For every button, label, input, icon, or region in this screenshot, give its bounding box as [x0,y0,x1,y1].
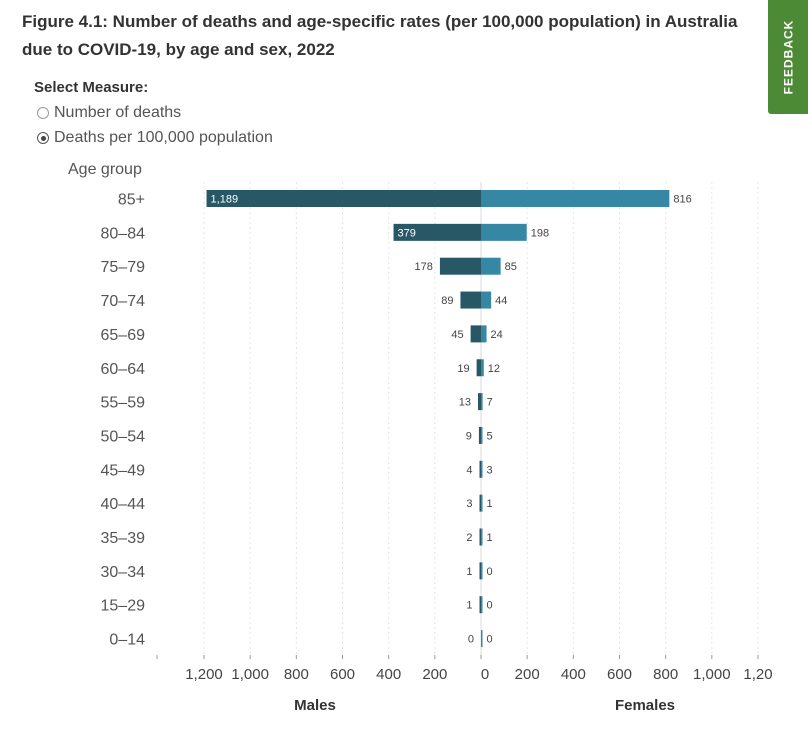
value-label-females-35-39: 1 [487,532,493,544]
bar-females-80-84[interactable] [481,223,527,241]
value-label-females-75-79: 85 [505,261,517,273]
age-label-70-74: 70–74 [101,293,146,310]
bar-females-0-14[interactable] [481,630,483,648]
value-label-males-65-69: 45 [451,329,463,341]
bar-males-70-74[interactable] [460,291,481,309]
x-axis-title-males: Males [294,697,336,714]
value-label-females-80-84: 198 [531,227,549,239]
age-label-50-54: 50–54 [101,428,146,445]
bar-males-40-44[interactable] [479,494,482,512]
x-axis-title-females: Females [615,697,675,714]
value-label-males-60-64: 19 [457,363,469,375]
age-label-60-64: 60–64 [101,361,146,378]
tick-label-right-600: 600 [607,666,632,683]
value-label-males-80-84: 379 [398,227,416,239]
bar-males-35-39[interactable] [479,528,482,546]
bar-males-50-54[interactable] [478,426,481,444]
value-label-males-40-44: 3 [466,498,472,510]
age-label-75-79: 75–79 [101,259,146,276]
tick-label-left-200: 200 [422,666,447,683]
bar-females-65-69[interactable] [481,325,487,343]
tick-label-left-1000: 1,000 [231,666,269,683]
age-label-35-39: 35–39 [101,530,146,547]
value-label-males-70-74: 89 [441,295,453,307]
age-group-axis-title: Age group [68,161,142,178]
value-label-males-50-54: 9 [466,430,472,442]
bar-females-55-59[interactable] [481,393,483,411]
tick-label-right-200: 200 [515,666,540,683]
bar-females-35-39[interactable] [481,528,483,546]
value-label-males-15-29: 1 [466,600,472,612]
bar-males-80-84[interactable] [393,223,481,241]
bar-females-60-64[interactable] [481,359,484,377]
radio-deaths-per-100000[interactable] [37,132,49,144]
tick-label-right-1000: 1,000 [693,666,731,683]
bar-females-30-34[interactable] [481,562,483,580]
value-label-females-60-64: 12 [488,363,500,375]
age-label-15-29: 15–29 [101,598,146,615]
bar-females-45-49[interactable] [481,460,483,478]
radio-number-of-deaths[interactable] [37,107,49,119]
bar-females-85plus[interactable] [481,190,670,207]
bar-males-45-49[interactable] [479,460,482,478]
select-measure-label: Select Measure: [34,79,149,96]
value-label-females-0-14: 0 [487,634,493,646]
age-label-80-84: 80–84 [101,225,146,242]
bar-females-70-74[interactable] [481,291,492,309]
value-label-males-55-59: 13 [459,397,471,409]
age-label-30-34: 30–34 [101,564,146,581]
value-label-females-50-54: 5 [487,430,493,442]
value-label-females-30-34: 0 [487,566,493,578]
age-label-85plus: 85+ [118,192,145,209]
value-label-females-40-44: 1 [487,498,493,510]
value-label-males-85plus: 1,189 [211,194,239,206]
age-label-45-49: 45–49 [101,462,146,479]
tick-label-left-800: 800 [284,666,309,683]
radio-label-deaths-per-100000: Deaths per 100,000 population [54,129,273,146]
tick-label-left-400: 400 [376,666,401,683]
bar-males-60-64[interactable] [476,359,481,377]
tick-label-left-1200: 1,200 [185,666,223,683]
value-label-females-65-69: 24 [491,329,503,341]
tick-label-right-400: 400 [561,666,586,683]
value-label-males-35-39: 2 [466,532,472,544]
value-label-males-0-14: 0 [468,634,474,646]
tick-label-right-0: 0 [481,666,489,683]
value-label-females-15-29: 0 [487,600,493,612]
value-label-females-85plus: 816 [673,194,691,206]
measure-option-deaths-per-100000[interactable]: Deaths per 100,000 population [37,128,273,148]
age-label-40-44: 40–44 [101,496,146,513]
tick-label-left-600: 600 [330,666,355,683]
bar-males-55-59[interactable] [477,393,481,411]
tick-label-right-1200: 1,20 [743,666,772,683]
value-label-females-70-74: 44 [495,295,507,307]
bar-males-65-69[interactable] [470,325,481,343]
value-label-males-75-79: 178 [415,261,433,273]
value-label-males-30-34: 1 [466,566,472,578]
radio-label-number-of-deaths: Number of deaths [54,104,182,121]
age-label-0-14: 0–14 [109,632,145,649]
bar-males-85plus[interactable] [206,190,481,207]
value-label-females-55-59: 7 [487,397,493,409]
value-label-females-45-49: 3 [487,464,493,476]
bar-males-75-79[interactable] [439,257,481,275]
feedback-tab[interactable]: FEEDBACK [768,0,808,114]
bar-males-15-29[interactable] [479,596,482,614]
tick-label-right-800: 800 [653,666,678,683]
measure-option-number-of-deaths[interactable]: Number of deaths [37,103,181,123]
bar-females-15-29[interactable] [481,596,483,614]
bar-males-30-34[interactable] [479,562,482,580]
bar-females-40-44[interactable] [481,494,483,512]
age-label-55-59: 55–59 [101,395,146,412]
age-label-65-69: 65–69 [101,327,146,344]
bar-females-75-79[interactable] [481,257,501,275]
chart-title: Figure 4.1: Number of deaths and age-spe… [22,12,738,59]
bar-females-50-54[interactable] [481,426,483,444]
value-label-males-45-49: 4 [466,464,472,476]
